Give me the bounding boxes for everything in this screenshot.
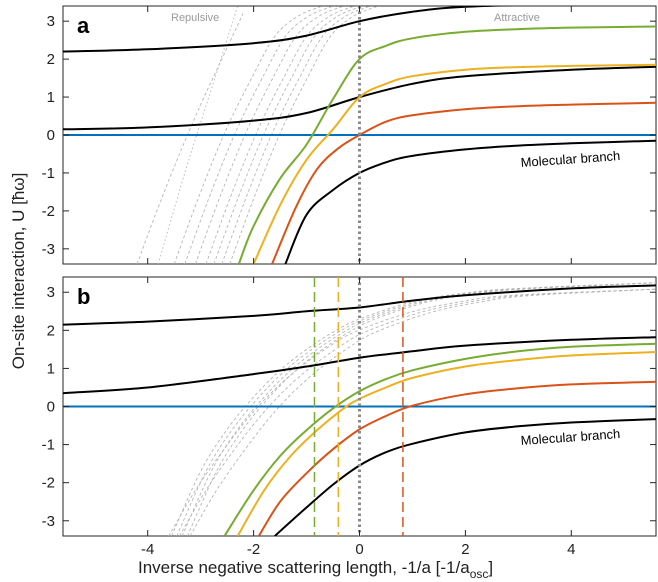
panel-a-series-black-6 bbox=[284, 139, 656, 264]
panel-a: -3 -2 -1 0 1 2 3 a Repulsive Attractive Molecu… bbox=[42, 5, 657, 265]
panel-a-grey-line-0 bbox=[173, 6, 325, 264]
panel-a-ytick-label: -3 bbox=[42, 241, 55, 258]
panel-a-ytick-label: 1 bbox=[47, 89, 55, 106]
panel-a-grey-line-3 bbox=[205, 6, 357, 264]
panel-b-xtick-label: -4 bbox=[141, 541, 154, 558]
panel-a-ytick-label: -2 bbox=[42, 203, 55, 220]
panel-b-series-black-6 bbox=[274, 418, 656, 536]
panel-b-ytick-label: -3 bbox=[42, 513, 55, 530]
panel-b-grey-lines bbox=[168, 282, 656, 536]
panel-b-ytick-label: 1 bbox=[47, 360, 55, 377]
panel-b-vlines bbox=[313, 277, 404, 536]
panel-a-series-green-3 bbox=[237, 25, 656, 264]
panel-a-grey-line-6 bbox=[229, 6, 381, 264]
panel-b-ytick-label: 0 bbox=[47, 399, 55, 416]
panel-b-ytick-label: 3 bbox=[47, 284, 55, 301]
panel-b-ticks: -3 -2 -1 0 1 2 3 -4 -2 0 2 4 bbox=[42, 277, 656, 558]
panel-b-series-yellow-4 bbox=[236, 351, 656, 536]
panel-a-ticks: -3 -2 -1 0 1 2 3 bbox=[42, 6, 656, 264]
x-axis-label: Inverse negative scattering length, -1/a… bbox=[138, 558, 493, 581]
panel-b-xtick-label: -2 bbox=[247, 541, 260, 558]
panel-b-grey-line-6 bbox=[189, 288, 656, 536]
panel-b-series-black-2 bbox=[63, 336, 656, 395]
panel-a-ytick-label: 2 bbox=[47, 51, 55, 68]
panel-a-ytick-label: -1 bbox=[42, 165, 55, 182]
panel-a-annotation-molecular-branch: Molecular branch bbox=[520, 148, 621, 170]
panel-a-grey-line-7 bbox=[136, 13, 244, 264]
panel-a-label: a bbox=[77, 13, 90, 38]
panel-b-grey-line-2 bbox=[181, 282, 656, 536]
panel-b-xtick-label: 4 bbox=[567, 541, 575, 558]
y-axis-label: On-site interaction, U [ħω] bbox=[9, 173, 28, 370]
panel-b-grey-line-0 bbox=[171, 282, 656, 536]
panel-b-ytick-label: -1 bbox=[42, 437, 55, 454]
panel-b-series-green-3 bbox=[223, 342, 656, 536]
panel-b-series-black-1 bbox=[63, 284, 656, 326]
panel-a-series-orange-5 bbox=[271, 101, 656, 264]
panel-b: -3 -2 -1 0 1 2 3 -4 -2 0 2 4 b Molecular branch bbox=[42, 276, 657, 558]
panel-a-ytick-label: 0 bbox=[47, 127, 55, 144]
x-axis-label-main: Inverse negative scattering length, -1/a… bbox=[138, 558, 470, 577]
panel-b-ytick-label: 2 bbox=[47, 322, 55, 339]
panel-b-grey-line-5 bbox=[179, 288, 656, 536]
panel-b-grey-line-3 bbox=[186, 282, 656, 536]
panel-b-ytick-label: -2 bbox=[42, 475, 55, 492]
panel-b-grey-line-1 bbox=[176, 282, 656, 536]
panel-a-grey-line-4 bbox=[213, 6, 365, 264]
panel-b-series-orange-5 bbox=[258, 380, 656, 536]
panel-a-grey-lines bbox=[136, 6, 381, 264]
region-label-attractive: Attractive bbox=[494, 12, 540, 24]
x-axis-label-close: ] bbox=[488, 558, 493, 577]
panel-a-grey-line-2 bbox=[194, 6, 347, 264]
panel-b-xtick-label: 0 bbox=[355, 541, 363, 558]
panel-b-label: b bbox=[77, 284, 90, 309]
panel-b-series bbox=[63, 284, 656, 536]
panel-a-grey-line-5 bbox=[221, 6, 373, 264]
panel-a-ytick-label: 3 bbox=[47, 13, 55, 30]
panel-b-grey-line-4 bbox=[168, 288, 656, 536]
panel-b-xtick-label: 2 bbox=[461, 541, 469, 558]
region-label-repulsive: Repulsive bbox=[171, 12, 219, 24]
panel-b-annotation-molecular-branch: Molecular branch bbox=[520, 426, 621, 448]
panel-a-series-yellow-4 bbox=[252, 63, 656, 264]
panel-a-grey-line-1 bbox=[184, 6, 336, 264]
panel-a-series-black-1 bbox=[63, 6, 518, 53]
x-axis-label-subscript: osc bbox=[470, 567, 489, 581]
